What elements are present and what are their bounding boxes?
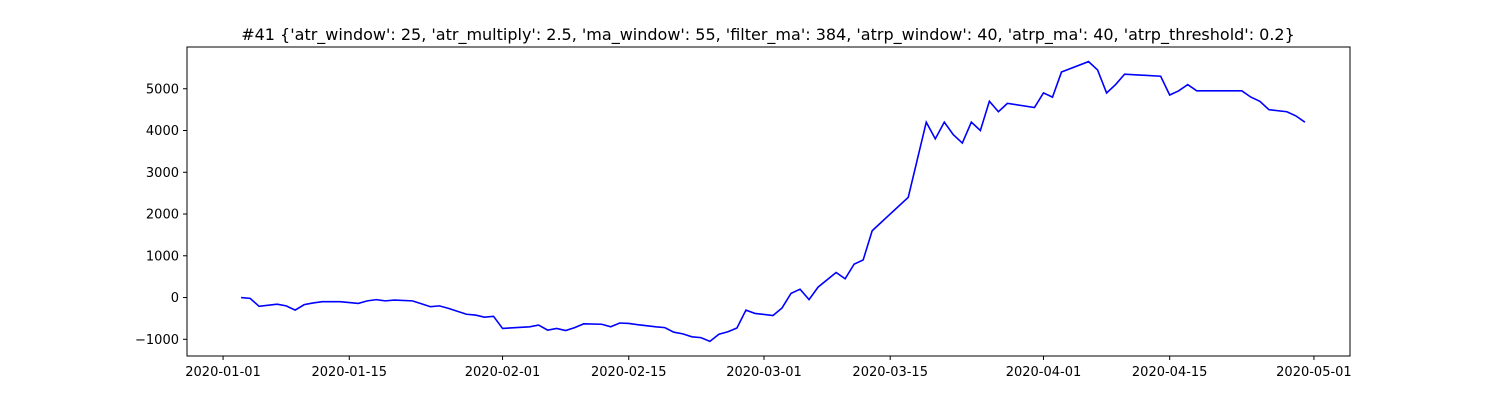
plot-frame [186,46,1351,357]
line-series [241,60,1306,343]
x-tick-label: 2020-01-01 [185,365,261,380]
x-tick-label: 2020-04-15 [1132,365,1208,380]
chart-title: #41 {'atr_window': 25, 'atr_multiply': 2… [241,25,1295,45]
y-tick-label: −1000 [135,333,179,348]
y-tick-label: 4000 [146,124,179,139]
y-tick-label: 3000 [146,166,179,181]
x-tick-label: 2020-02-15 [591,365,667,380]
x-tick-label: 2020-03-01 [726,365,802,380]
x-tick-label: 2020-01-15 [311,365,387,380]
y-tick-label: 2000 [146,208,179,223]
y-tick-label: 0 [171,291,179,306]
y-tick-label: 5000 [146,82,179,97]
y-tick-label: 1000 [146,249,179,264]
x-tick-label: 2020-02-01 [465,365,541,380]
x-tick-label: 2020-04-01 [1006,365,1082,380]
x-tick-label: 2020-03-15 [852,365,928,380]
x-tick-label: 2020-05-01 [1276,365,1352,380]
